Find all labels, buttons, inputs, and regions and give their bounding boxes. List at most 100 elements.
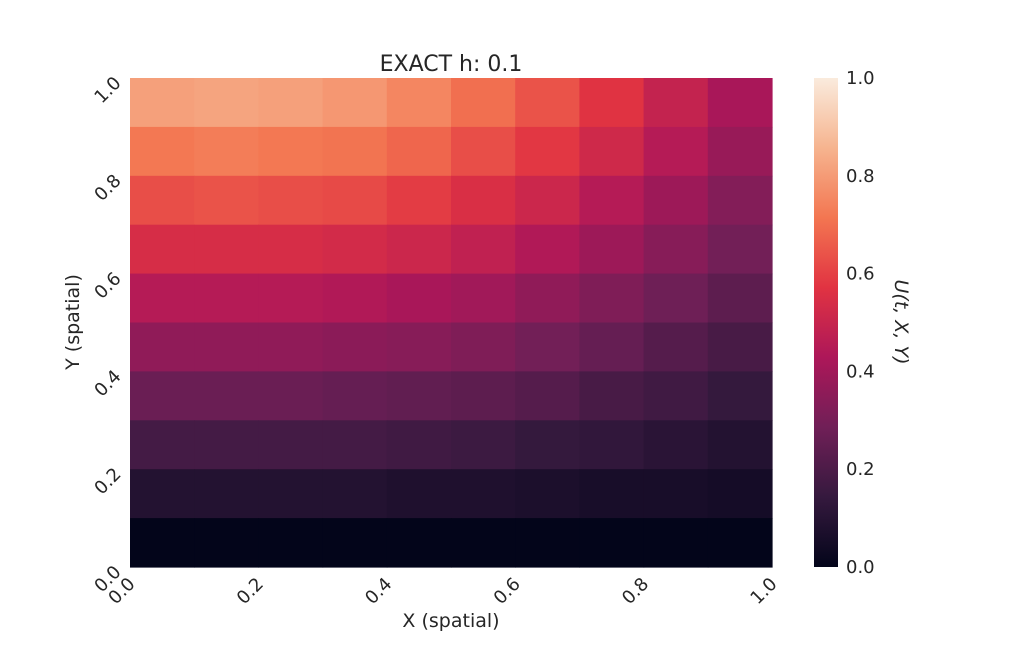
heatmap-cell bbox=[322, 273, 388, 324]
heatmap-cell bbox=[707, 371, 773, 421]
colorbar-tick-label: 0.2 bbox=[846, 459, 875, 480]
heatmap-cell bbox=[707, 469, 773, 519]
heatmap-cell bbox=[386, 518, 452, 568]
heatmap-cell bbox=[258, 371, 324, 421]
colorbar-tick-label: 0.6 bbox=[846, 264, 875, 285]
heatmap-cell bbox=[643, 322, 709, 372]
heatmap-cell bbox=[707, 420, 773, 470]
heatmap-cell bbox=[386, 371, 452, 421]
y-axis-label: Y (spatial) bbox=[62, 274, 84, 371]
heatmap-cell bbox=[579, 78, 645, 128]
heatmap-cell bbox=[194, 224, 259, 275]
x-tick-labels: 0.0 0.2 0.4 0.6 0.8 1.0 bbox=[104, 574, 781, 609]
heatmap-cell bbox=[258, 78, 324, 128]
heatmap-cell bbox=[130, 224, 195, 275]
x-axis-label: X (spatial) bbox=[402, 610, 499, 632]
heatmap-cell bbox=[386, 224, 452, 275]
heatmap-cell bbox=[322, 322, 388, 372]
x-tick-label: 1.0 bbox=[746, 574, 781, 609]
y-tick-label: 0.4 bbox=[90, 366, 125, 401]
heatmap-cell bbox=[643, 273, 709, 324]
heatmap-cell bbox=[130, 420, 195, 470]
heatmap-cell bbox=[386, 126, 452, 177]
heatmap-cell bbox=[194, 322, 259, 372]
heatmap-cell bbox=[643, 126, 709, 177]
heatmap-cell bbox=[130, 469, 195, 519]
heatmap-cell bbox=[515, 518, 580, 568]
heatmap-cell bbox=[258, 322, 324, 372]
heatmap-cell bbox=[515, 273, 580, 324]
heatmap-cell bbox=[386, 175, 452, 226]
heatmap-cell bbox=[515, 126, 580, 177]
heatmap-cell bbox=[579, 175, 645, 226]
y-tick-label: 0.2 bbox=[90, 464, 125, 499]
heatmap-cell bbox=[515, 78, 580, 128]
heatmap-cell bbox=[386, 78, 452, 128]
y-tick-label: 0.6 bbox=[90, 268, 125, 303]
heatmap-cell bbox=[451, 78, 516, 128]
y-tick-label: 0.8 bbox=[90, 170, 125, 205]
heatmap-cell bbox=[130, 126, 195, 177]
heatmap-cell bbox=[579, 273, 645, 324]
colorbar-tick-label: 0.8 bbox=[846, 166, 875, 187]
heatmap-cell bbox=[643, 224, 709, 275]
heatmap-cell bbox=[194, 78, 259, 128]
y-tick-labels: 0.00.20.40.60.81.0 bbox=[90, 73, 125, 597]
heatmap-cell bbox=[707, 126, 773, 177]
heatmap-cell bbox=[130, 273, 195, 324]
heatmap-cell bbox=[194, 273, 259, 324]
heatmap-cell bbox=[643, 469, 709, 519]
heatmap-cell bbox=[579, 518, 645, 568]
heatmap-cell bbox=[643, 518, 709, 568]
heatmap-cell bbox=[322, 518, 388, 568]
heatmap-cell bbox=[386, 322, 452, 372]
heatmap-cell bbox=[451, 469, 516, 519]
x-tick-label: 0.8 bbox=[618, 574, 653, 609]
y-tick-label: 1.0 bbox=[90, 73, 125, 108]
heatmap-cell bbox=[707, 518, 773, 568]
heatmap-cell bbox=[322, 371, 388, 421]
heatmap-cell bbox=[515, 420, 580, 470]
heatmap-cell bbox=[386, 420, 452, 470]
colorbar-tick-labels: 0.0 0.2 0.4 0.6 0.8 1.0 bbox=[846, 68, 875, 578]
heatmap-cell bbox=[194, 420, 259, 470]
heatmap-cell bbox=[451, 224, 516, 275]
colorbar-tick-label: 0.0 bbox=[846, 557, 875, 578]
heatmap-cell bbox=[130, 371, 195, 421]
heatmap-cell bbox=[386, 273, 452, 324]
heatmap-cell bbox=[579, 420, 645, 470]
heatmap-cell bbox=[322, 420, 388, 470]
heatmap-cell bbox=[258, 273, 324, 324]
heatmap-cell bbox=[451, 371, 516, 421]
heatmap-cell bbox=[258, 420, 324, 470]
heatmap-cell bbox=[451, 420, 516, 470]
heatmap-cell bbox=[322, 469, 388, 519]
heatmap-cell bbox=[707, 224, 773, 275]
heatmap-cell bbox=[643, 420, 709, 470]
heatmap-cell bbox=[258, 518, 324, 568]
heatmap-cell bbox=[386, 469, 452, 519]
heatmap-cell bbox=[258, 126, 324, 177]
heatmap-cell bbox=[194, 371, 259, 421]
heatmap-cell bbox=[130, 78, 195, 128]
heatmap-cell bbox=[451, 175, 516, 226]
heatmap-cell bbox=[322, 78, 388, 128]
heatmap-cell bbox=[451, 322, 516, 372]
colorbar-tick-label: 1.0 bbox=[846, 68, 875, 89]
heatmap-cell bbox=[515, 224, 580, 275]
heatmap-cell bbox=[194, 469, 259, 519]
heatmap-cell bbox=[515, 371, 580, 421]
heatmap-cell bbox=[515, 322, 580, 372]
heatmap-cell bbox=[130, 175, 195, 226]
heatmap-cell bbox=[579, 126, 645, 177]
heatmap-cell bbox=[707, 322, 773, 372]
heatmap-cell bbox=[130, 518, 195, 568]
x-tick-label: 0.2 bbox=[233, 574, 268, 609]
heatmap-cell bbox=[707, 175, 773, 226]
heatmap-cell bbox=[130, 322, 195, 372]
x-tick-label: 0.4 bbox=[361, 574, 396, 609]
x-tick-label: 0.6 bbox=[490, 574, 525, 609]
colorbar-tick-label: 0.4 bbox=[846, 361, 875, 382]
